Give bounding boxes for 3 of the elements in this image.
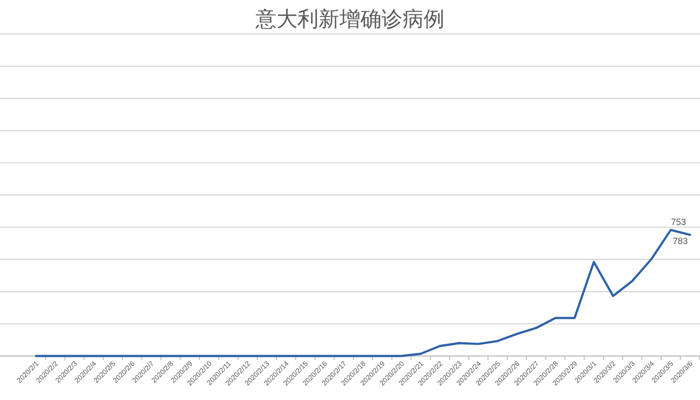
data-label: 783 bbox=[672, 236, 688, 246]
chart-title: 意大利新增确诊病例 bbox=[254, 7, 444, 31]
data-label: 753 bbox=[670, 216, 686, 227]
